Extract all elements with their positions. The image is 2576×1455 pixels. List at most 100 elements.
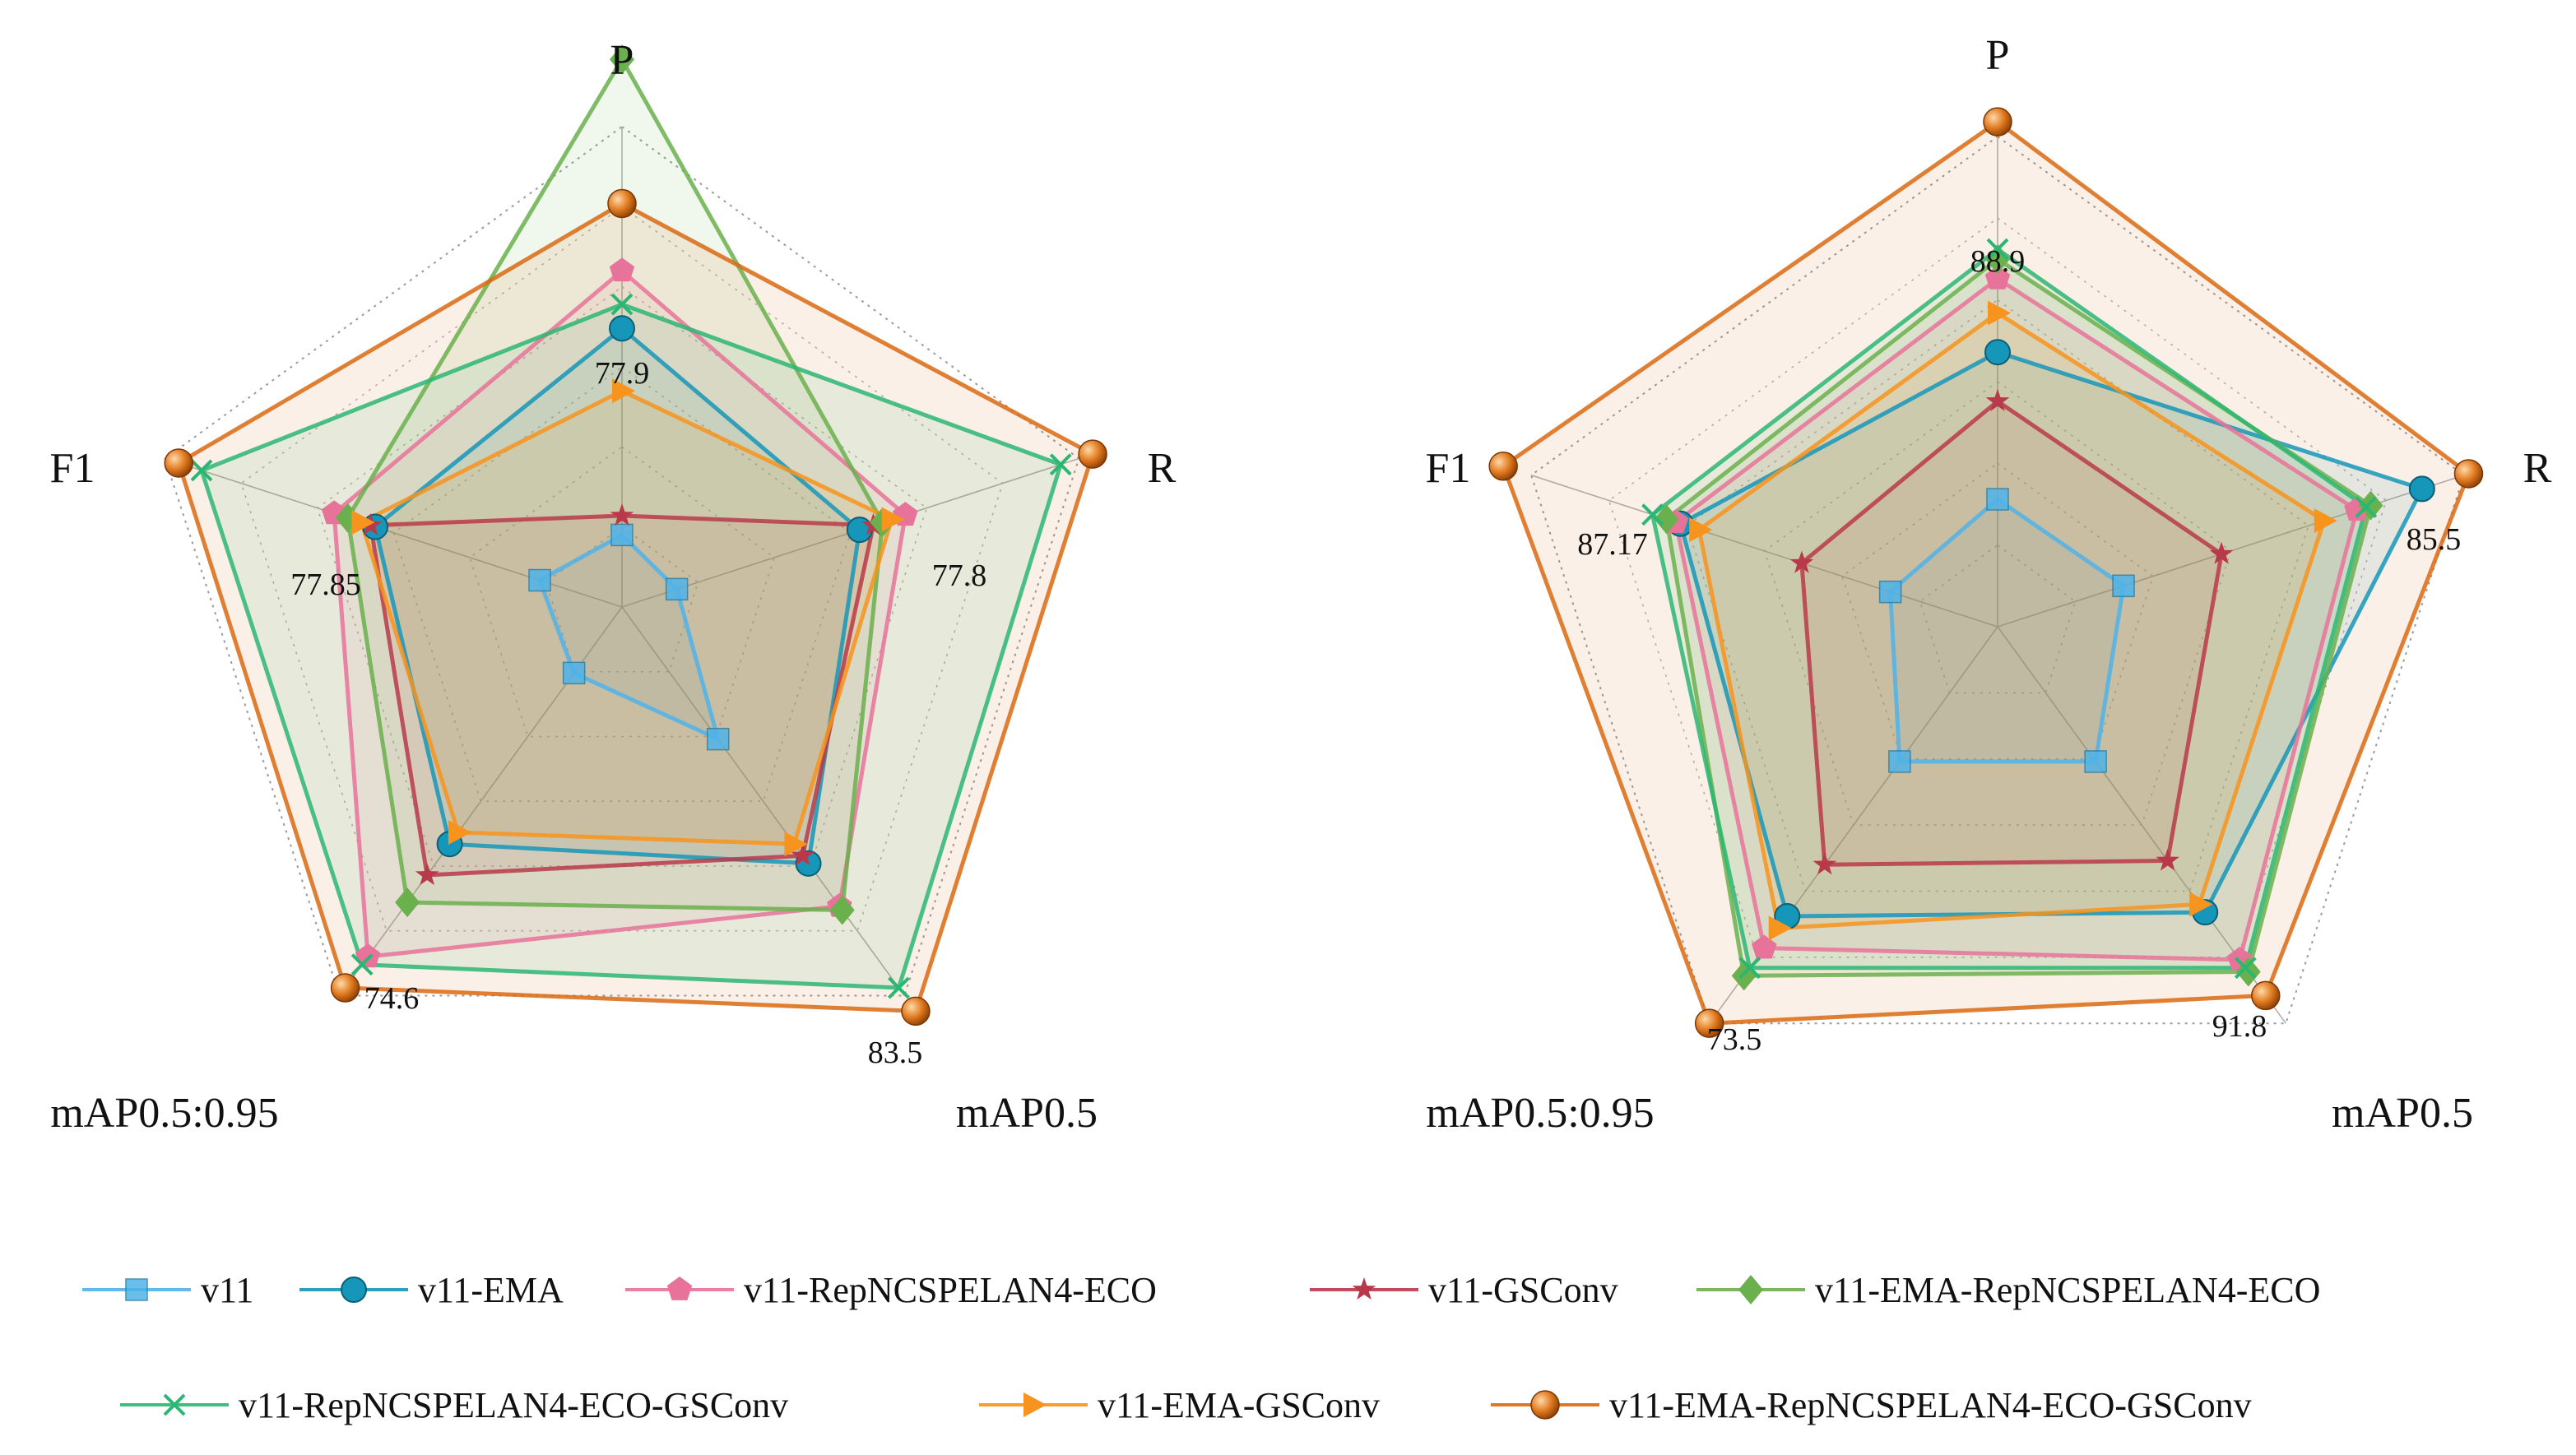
point-v11-ema-repncspelan4-eco-p bbox=[1985, 244, 2010, 274]
point-v11-ema-repncspelan4-eco-map0-5 bbox=[829, 895, 855, 925]
point-v11-map0-5-0-95 bbox=[1888, 750, 1911, 773]
point-v11-ema-gsconv-map0-5 bbox=[784, 832, 808, 857]
series-markers bbox=[1488, 107, 2484, 1038]
legend-marker-v11-ema-gsconv bbox=[1023, 1392, 1047, 1417]
series-line-v11-ema-repncspelan4-eco-gsconv bbox=[1501, 119, 2471, 1026]
point-v11-ema-gsconv-f1 bbox=[1689, 517, 1713, 543]
max-value-label-map0-5-0-95: 73.5 bbox=[1707, 1022, 1762, 1057]
axis-label-map0-5-0-95: mAP0.5:0.95 bbox=[1426, 1090, 1654, 1137]
point-v11-ema-repncspelan4-eco-gsconv-p bbox=[1983, 107, 2012, 137]
legend-label: v11-EMA-GSConv bbox=[1098, 1385, 1380, 1425]
point-v11-repncspelan4-eco-p bbox=[609, 257, 635, 282]
series-line-v11-repncspelan4-eco bbox=[1673, 276, 2359, 962]
series-line-v11-ema-gsconv bbox=[359, 388, 894, 846]
point-v11-ema-gsconv-p bbox=[1988, 300, 2011, 326]
point-v11-repncspelan4-eco-map0-5-0-95 bbox=[355, 943, 381, 968]
point-v11-gsconv-map0-5 bbox=[791, 843, 815, 866]
point-v11-r bbox=[665, 577, 689, 601]
axis-label-r: R bbox=[1148, 445, 1177, 492]
axis-label-f1: F1 bbox=[50, 445, 95, 492]
series-line-v11-gsconv bbox=[1799, 399, 2224, 867]
point-v11-f1 bbox=[528, 568, 551, 592]
max-value-label-r: 77.8 bbox=[932, 558, 987, 593]
point-v11-map0-5-0-95 bbox=[562, 661, 586, 685]
legend-marker-v11 bbox=[125, 1278, 148, 1301]
series-area-v11-ema bbox=[1680, 352, 2422, 916]
max-value-label-p: 88.9 bbox=[1970, 244, 2026, 279]
point-v11-ema-repncspelan4-eco-gsconv-f1 bbox=[1488, 452, 1518, 481]
point-v11-ema-gsconv-map0-5-0-95 bbox=[1768, 915, 1792, 941]
legend-marker-v11-repncspelan4-eco bbox=[666, 1277, 693, 1300]
point-v11-gsconv-map0-5-0-95 bbox=[415, 863, 439, 886]
point-v11-ema-r bbox=[2408, 475, 2435, 503]
point-v11-gsconv-f1 bbox=[1789, 550, 1814, 573]
point-v11-ema-gsconv-r bbox=[881, 507, 905, 532]
legend-item-v11-ema-gsconv: v11-EMA-GSConv bbox=[979, 1385, 1380, 1425]
point-v11-ema-p bbox=[609, 315, 635, 342]
series-line-v11-repncspelan4-eco-gsconv bbox=[199, 302, 1063, 990]
grid-ring bbox=[392, 366, 852, 803]
point-v11-repncspelan4-eco-gsconv-r bbox=[2355, 496, 2378, 518]
max-value-label-map0-5: 83.5 bbox=[868, 1036, 923, 1070]
point-v11-ema-p bbox=[1984, 339, 2011, 366]
series-fills bbox=[1503, 122, 2469, 1024]
axis-label-p: P bbox=[1986, 32, 2010, 79]
series-area-v11-ema-gsconv bbox=[361, 391, 892, 845]
series-fills bbox=[179, 59, 1093, 1012]
axis-label-map0-5: mAP0.5 bbox=[956, 1090, 1098, 1137]
point-v11-gsconv-map0-5 bbox=[2156, 848, 2179, 871]
series-lines bbox=[1501, 119, 2471, 1026]
point-v11-map0-5 bbox=[2084, 750, 2107, 773]
legend-marker-v11-ema-repncspelan4-eco-gsconv bbox=[1530, 1390, 1560, 1420]
point-v11-ema-repncspelan4-eco-r bbox=[2358, 490, 2383, 521]
point-v11-ema-repncspelan4-eco-gsconv-map0-5-0-95 bbox=[330, 973, 360, 1003]
series-area-v11-gsconv bbox=[1801, 401, 2222, 865]
grid-ring bbox=[468, 446, 776, 738]
point-v11-p bbox=[610, 523, 634, 547]
point-v11-repncspelan4-eco-map0-5-0-95 bbox=[1752, 934, 1777, 959]
point-v11-ema-repncspelan4-eco-gsconv-r bbox=[2453, 459, 2484, 489]
series-line-v11-ema-gsconv bbox=[1696, 311, 2327, 930]
axis-spoke bbox=[621, 606, 905, 996]
point-v11-gsconv-p bbox=[610, 503, 634, 526]
point-v11-repncspelan4-eco-gsconv-p bbox=[610, 293, 634, 316]
point-v11-ema-repncspelan4-eco-gsconv-map0-5-0-95 bbox=[1694, 1008, 1724, 1038]
point-v11-gsconv-r bbox=[2209, 541, 2234, 564]
point-v11-map0-5 bbox=[706, 727, 730, 751]
grid-ring bbox=[1608, 217, 2388, 958]
legend-marker-v11-gsconv bbox=[1352, 1277, 1376, 1300]
point-v11-repncspelan4-eco-gsconv-map0-5-0-95 bbox=[350, 953, 374, 976]
point-v11-repncspelan4-eco-gsconv-r bbox=[1049, 453, 1072, 476]
point-v11-gsconv-map0-5-0-95 bbox=[1812, 852, 1837, 875]
legend-label: v11-GSConv bbox=[1428, 1270, 1618, 1310]
grid-ring bbox=[316, 285, 928, 867]
legend-label: v11-RepNCSPELAN4-ECO-GSConv bbox=[239, 1385, 788, 1425]
point-v11-repncspelan4-eco-gsconv-f1 bbox=[190, 459, 213, 482]
legend-label: v11 bbox=[201, 1270, 253, 1310]
point-v11-ema-repncspelan4-eco-gsconv-map0-5 bbox=[2251, 980, 2281, 1011]
legend-marker-v11-repncspelan4-eco-gsconv bbox=[163, 1393, 186, 1416]
point-v11-ema-repncspelan4-eco-gsconv-p bbox=[607, 188, 637, 219]
point-v11-repncspelan4-eco-gsconv-map0-5 bbox=[2234, 957, 2257, 980]
point-v11-ema-repncspelan4-eco-p bbox=[610, 44, 634, 75]
legend-item-v11-gsconv: v11-GSConv bbox=[1310, 1270, 1618, 1310]
point-v11-p bbox=[1986, 488, 2009, 511]
point-v11-ema-repncspelan4-eco-gsconv-r bbox=[1078, 439, 1107, 469]
axis-label-map0-5-0-95: mAP0.5:0.95 bbox=[50, 1090, 278, 1137]
legend-label: v11-EMA bbox=[418, 1270, 564, 1310]
max-value-label-map0-5-0-95: 74.6 bbox=[364, 981, 420, 1016]
point-v11-gsconv-p bbox=[1985, 388, 2010, 411]
point-v11-r bbox=[2112, 574, 2135, 598]
legend-label: v11-RepNCSPELAN4-ECO bbox=[744, 1270, 1157, 1310]
series-area-v11-ema-repncspelan4-eco bbox=[347, 59, 883, 911]
max-value-label-r: 85.5 bbox=[2407, 522, 2462, 557]
point-v11-ema-repncspelan4-eco-map0-5-0-95 bbox=[395, 887, 420, 918]
point-v11-repncspelan4-eco-p bbox=[1984, 265, 2011, 290]
series-area-v11-repncspelan4-eco-gsconv bbox=[1652, 249, 2366, 968]
point-v11-ema-gsconv-f1 bbox=[351, 510, 375, 535]
grid-ring bbox=[1919, 544, 2077, 694]
max-value-label-f1: 77.85 bbox=[290, 568, 361, 602]
